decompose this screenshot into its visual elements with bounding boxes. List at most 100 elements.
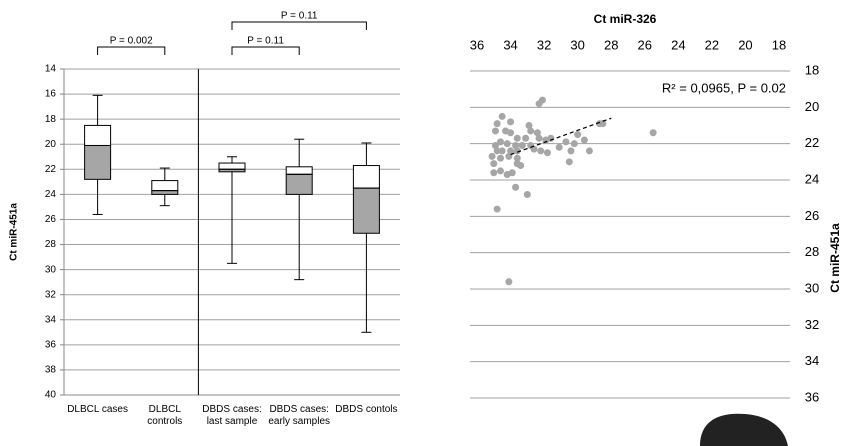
annotation: R² = 0,0965, P = 0.02: [662, 80, 786, 95]
y-tick-label: 18: [45, 114, 57, 125]
point: [491, 127, 499, 135]
x-tick-label: 26: [638, 37, 652, 52]
point: [535, 100, 543, 108]
point: [567, 147, 575, 155]
trendline: [510, 117, 612, 156]
point: [574, 131, 582, 139]
y-tick-label: 36: [45, 339, 57, 350]
x-tick-label: 32: [537, 37, 551, 52]
y-tick-label: 26: [805, 208, 819, 223]
box-upper: [151, 180, 179, 192]
point: [543, 149, 551, 157]
annotation: P = 0.11: [281, 11, 318, 22]
point: [535, 134, 543, 142]
y-tick-label: 40: [45, 390, 57, 401]
point: [562, 138, 570, 146]
point: [542, 136, 550, 144]
point: [525, 122, 533, 129]
box-upper: [218, 162, 246, 170]
y-tick-label: 24: [45, 189, 57, 200]
significance-bracket: [231, 46, 300, 55]
box-lower: [151, 190, 179, 195]
point: [498, 112, 506, 120]
point: [570, 140, 578, 148]
point: [565, 158, 573, 166]
point: [649, 129, 657, 137]
box-lower: [285, 173, 313, 195]
point: [507, 147, 515, 155]
y-tick-label: 20: [805, 99, 819, 114]
point: [599, 120, 607, 128]
y-tick-label: 14: [45, 64, 57, 75]
y-tick-label: 32: [805, 317, 819, 332]
point: [496, 167, 504, 175]
box-lower: [352, 187, 380, 234]
x-tick-label: 22: [705, 37, 719, 52]
y-tick-label: 34: [45, 314, 57, 325]
point: [503, 140, 511, 148]
point: [493, 120, 501, 128]
box-lower: [84, 144, 112, 180]
photo-fragment: [700, 413, 788, 446]
y-tick-label: 28: [45, 239, 57, 250]
point: [488, 152, 496, 160]
y-tick-label: 24: [805, 171, 819, 186]
y-tick-label: 26: [45, 214, 57, 225]
point: [508, 169, 516, 177]
y-tick-label: 18: [805, 62, 819, 77]
point: [513, 147, 521, 155]
point: [513, 134, 521, 142]
annotation: P = 0.11: [247, 36, 284, 47]
point: [585, 147, 593, 155]
significance-bracket: [97, 46, 166, 55]
x-tick-label: 34: [503, 37, 517, 52]
y-tick-label: 16: [45, 89, 57, 100]
point: [493, 205, 501, 213]
x-tick-label: DLBCL cases: [67, 404, 128, 415]
y-tick-label: 36: [805, 389, 819, 404]
point: [496, 154, 504, 162]
x-tick-label: DBDS cases: last sample: [202, 404, 262, 427]
point: [512, 141, 520, 149]
y-tick-label: 28: [805, 244, 819, 259]
point: [496, 138, 504, 146]
x-tick-label: DBDS cases: early samples: [268, 404, 331, 427]
point: [498, 147, 506, 155]
point: [527, 127, 535, 135]
x-tick-label: 28: [604, 37, 618, 52]
point: [512, 183, 520, 191]
y-tick-label: 20: [45, 139, 57, 150]
chart-title: Ct miR-326: [594, 12, 657, 26]
y-axis-title: Ct miR-451a: [828, 223, 842, 293]
x-tick-label: 36: [470, 37, 484, 52]
box-upper: [352, 165, 380, 189]
y-tick-label: 30: [805, 280, 819, 295]
point: [490, 169, 498, 177]
point: [491, 141, 499, 149]
x-tick-label: 18: [772, 37, 786, 52]
point: [507, 118, 515, 126]
y-tick-label: 34: [805, 353, 819, 368]
y-tick-label: 22: [45, 164, 57, 175]
y-tick-label: 30: [45, 264, 57, 275]
point: [522, 134, 530, 142]
x-tick-label: DBDS contols: [335, 404, 398, 415]
point: [523, 191, 531, 199]
x-tick-label: 24: [671, 37, 685, 52]
point: [517, 161, 525, 169]
point: [507, 129, 515, 137]
point: [533, 129, 541, 137]
point: [555, 143, 563, 151]
y-tick-label: 22: [805, 135, 819, 150]
point: [505, 278, 513, 286]
y-axis-title: Ct miR-451a: [9, 203, 20, 261]
annotation: P = 0.002: [110, 36, 153, 47]
point: [537, 147, 545, 155]
y-tick-label: 38: [45, 365, 57, 376]
x-tick-label: DLBCL controls: [147, 404, 183, 427]
x-tick-label: 30: [570, 37, 584, 52]
box-upper: [84, 124, 112, 146]
significance-bracket: [231, 21, 367, 30]
